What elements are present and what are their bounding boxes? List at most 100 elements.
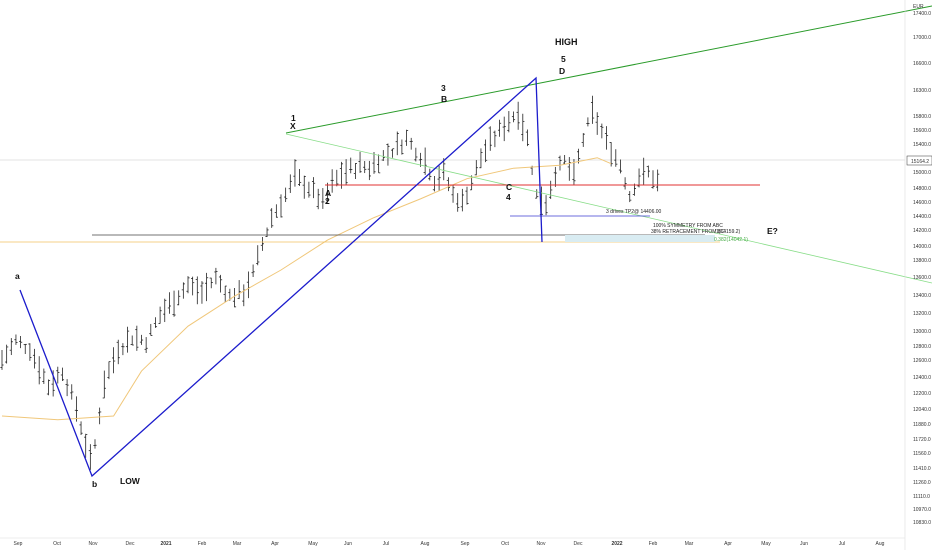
x-tick-label: May bbox=[308, 541, 318, 547]
ohlc-bar bbox=[325, 182, 330, 203]
x-tick-label: Feb bbox=[198, 541, 207, 547]
ohlc-bar bbox=[553, 166, 557, 187]
wave-label-low: LOW bbox=[120, 476, 141, 486]
ohlc-bar bbox=[646, 165, 650, 178]
ohlc-bar bbox=[428, 168, 432, 181]
ohlc-bar bbox=[46, 379, 51, 396]
x-tick-label: Nov bbox=[537, 541, 546, 547]
ohlc-bar bbox=[404, 129, 409, 146]
ohlc-bar bbox=[284, 187, 288, 203]
y-tick-label: 15600.0 bbox=[913, 128, 931, 134]
wave-label-b-lower: b bbox=[92, 479, 97, 489]
ohlc-bar bbox=[590, 95, 595, 124]
ohlc-bar bbox=[400, 139, 404, 155]
ohlc-bar bbox=[381, 150, 385, 161]
ohlc-bar bbox=[98, 407, 102, 425]
y-tick-label: 11560.0 bbox=[913, 451, 931, 457]
ohlc-bar bbox=[214, 267, 218, 285]
ohlc-bar bbox=[493, 130, 497, 148]
y-tick-label: 11720.0 bbox=[913, 437, 931, 443]
ohlc-bar bbox=[237, 280, 241, 300]
ohlc-bar bbox=[9, 338, 13, 356]
y-tick-label: 12400.0 bbox=[913, 375, 931, 381]
ohlc-bar bbox=[516, 101, 520, 130]
ohlc-bar bbox=[191, 276, 195, 296]
ohlc-bar bbox=[609, 141, 613, 167]
y-tick-label: 15000.0 bbox=[913, 170, 931, 176]
moving-average-line bbox=[1, 157, 612, 421]
ohlc-bar bbox=[218, 274, 223, 293]
lower-trendline bbox=[285, 133, 932, 284]
wave-label-four: 4 bbox=[506, 192, 511, 202]
x-tick-label: 2021 bbox=[160, 541, 171, 547]
ohlc-bar bbox=[628, 191, 632, 203]
wave-label-c: C bbox=[506, 182, 512, 192]
x-tick-label: Aug bbox=[421, 541, 430, 547]
x-tick-label: Nov bbox=[89, 541, 98, 547]
ohlc-bar bbox=[88, 444, 92, 470]
level-label-fib: 1(14159.2) bbox=[716, 229, 741, 235]
ohlc-bar bbox=[567, 157, 571, 181]
ohlc-bar bbox=[0, 349, 4, 370]
ohlc-bar bbox=[42, 368, 46, 384]
ohlc-bar bbox=[358, 151, 362, 173]
y-tick-label: 11110.0 bbox=[913, 494, 930, 500]
y-tick-label: 14400.0 bbox=[913, 214, 931, 220]
x-tick-label: Mar bbox=[685, 541, 694, 547]
ohlc-bar bbox=[344, 159, 348, 185]
ohlc-bar bbox=[656, 169, 660, 192]
y-tick-label: 13800.0 bbox=[913, 258, 931, 264]
ohlc-bar bbox=[618, 159, 623, 174]
x-tick-label: Jun bbox=[344, 541, 352, 547]
ohlc-bar bbox=[181, 282, 185, 299]
ohlc-bar bbox=[330, 169, 334, 193]
ohlc-bar bbox=[251, 264, 255, 278]
x-tick-label: Sep bbox=[461, 541, 470, 547]
ohlc-bar bbox=[339, 161, 344, 189]
ohlc-bar bbox=[70, 384, 74, 400]
ohlc-bar bbox=[595, 112, 599, 135]
ohlc-bar bbox=[84, 433, 88, 458]
currency-label: EUR bbox=[913, 4, 924, 10]
ohlc-bar bbox=[223, 285, 227, 303]
wave-label-b: B bbox=[441, 94, 447, 104]
y-tick-label: 15400.0 bbox=[913, 142, 931, 148]
ohlc-bar bbox=[37, 356, 41, 385]
ohlc-bar bbox=[56, 366, 60, 384]
ohlc-bar bbox=[79, 421, 83, 435]
ohlc-bar bbox=[19, 336, 23, 349]
x-tick-label: Jul bbox=[839, 541, 845, 547]
ohlc-bar bbox=[488, 126, 492, 151]
wave-label-two: 2 bbox=[325, 196, 330, 206]
x-tick-label: Mar bbox=[233, 541, 242, 547]
ohlc-bar bbox=[451, 185, 455, 203]
x-tick-label: Jul bbox=[383, 541, 389, 547]
ohlc-bar bbox=[102, 370, 106, 399]
y-tick-label: 11260.0 bbox=[913, 480, 931, 486]
x-tick-label: Apr bbox=[271, 541, 279, 547]
x-tick-label: May bbox=[761, 541, 771, 547]
ohlc-bar bbox=[581, 133, 585, 147]
ohlc-bar bbox=[186, 276, 190, 294]
ohlc-bar bbox=[353, 163, 357, 180]
ohlc-bar bbox=[5, 344, 9, 364]
price-axis: 17400.0 17000.0 16600.0 16300.0 15800.0 15600… bbox=[913, 11, 931, 526]
ohlc-bar bbox=[623, 177, 627, 190]
ohlc-bar bbox=[414, 147, 418, 162]
ohlc-bar bbox=[158, 306, 162, 324]
ohlc-bar bbox=[446, 177, 450, 192]
abcd-pattern bbox=[19, 76, 543, 478]
ohlc-bar bbox=[558, 155, 562, 171]
ohlc-bar bbox=[437, 165, 441, 191]
y-tick-label: 14800.0 bbox=[913, 186, 931, 192]
y-tick-label: 16600.0 bbox=[913, 61, 931, 67]
ohlc-bar bbox=[260, 237, 264, 251]
x-tick-label: Dec bbox=[126, 541, 135, 547]
x-tick-label: Jun bbox=[800, 541, 808, 547]
ohlc-bar bbox=[112, 347, 116, 374]
ohlc-bar bbox=[418, 152, 423, 167]
ohlc-bar bbox=[474, 160, 478, 176]
ohlc-bar bbox=[642, 157, 646, 186]
